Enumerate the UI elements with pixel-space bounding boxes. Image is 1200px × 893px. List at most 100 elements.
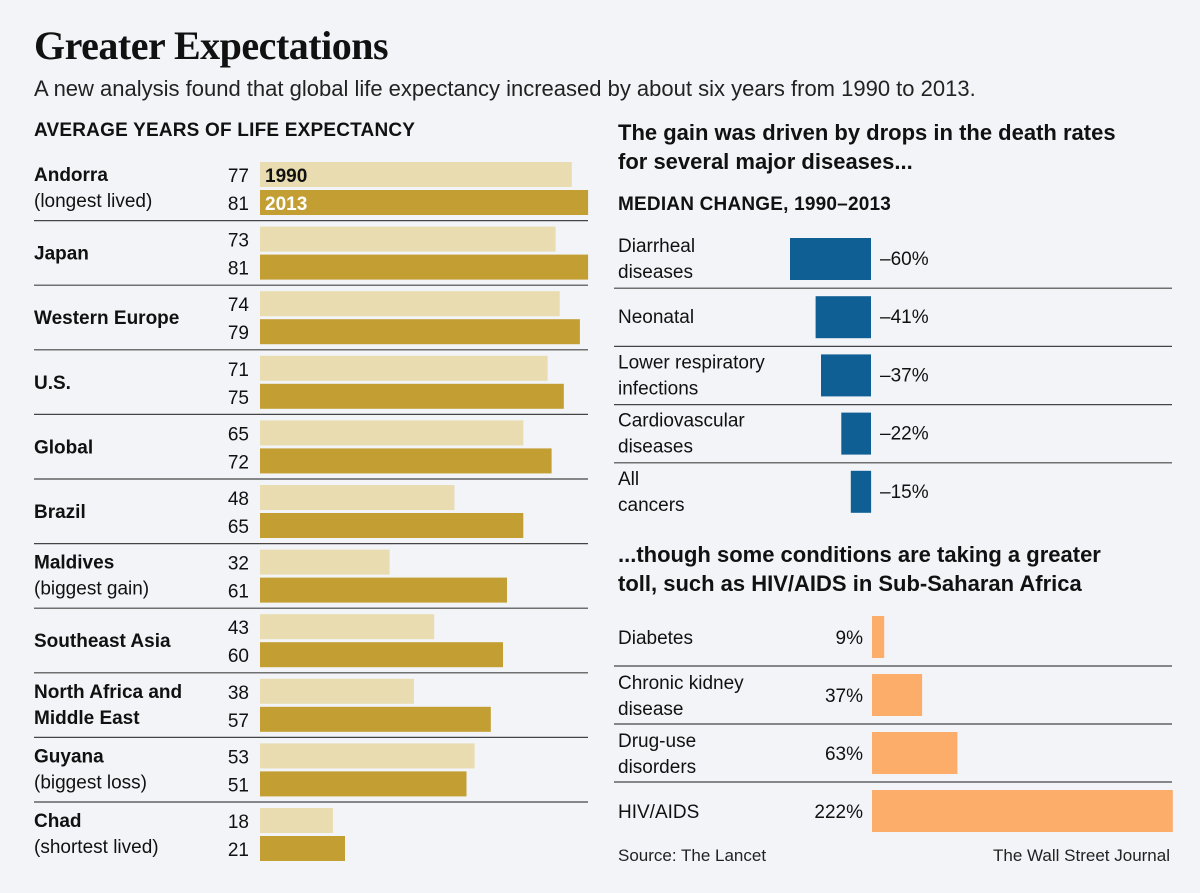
life-expectancy-heading: AVERAGE YEARS OF LIFE EXPECTANCY	[34, 120, 416, 141]
value-label-2013: 60	[228, 646, 249, 667]
gain-heading: The gain was driven by drops in the deat…	[618, 118, 1116, 176]
category-label: Western Europe	[34, 308, 179, 329]
bar-1990	[260, 614, 435, 640]
disease-label: Diarrheal	[618, 236, 695, 257]
bar-2013	[260, 836, 345, 861]
gain-heading-line-1: The gain was driven by drops in the deat…	[618, 120, 1116, 145]
bar-2013	[260, 642, 503, 668]
category-sublabel: (biggest gain)	[34, 579, 149, 600]
decrease-bar	[815, 296, 871, 339]
category-label: Japan	[34, 244, 89, 265]
bar-1990	[260, 485, 455, 510]
decrease-bar	[790, 238, 871, 280]
category-sublabel: (shortest lived)	[34, 837, 159, 858]
increase-bar	[872, 732, 958, 774]
bar-1990	[260, 743, 475, 769]
bar-1990	[260, 549, 390, 575]
bar-2013	[260, 190, 589, 215]
toll-heading-line-2: toll, such as HIV/AIDS in Sub-Saharan Af…	[618, 571, 1082, 596]
bar-2013	[260, 319, 580, 345]
category-label: Andorra	[34, 165, 108, 186]
disease-label: Cardiovascular	[618, 411, 745, 432]
decrease-value-label: –37%	[880, 365, 929, 386]
category-label: North Africa and	[34, 682, 182, 703]
bar-2013	[260, 771, 467, 797]
disease-label: Lower respiratory	[618, 352, 765, 373]
decrease-value-label: –60%	[880, 249, 929, 270]
bar-2013	[260, 254, 589, 280]
value-label-1990: 73	[228, 231, 249, 252]
value-label-1990: 18	[228, 812, 249, 833]
publisher-credit: The Wall Street Journal	[993, 846, 1170, 865]
condition-label: Chronic kidney	[618, 673, 744, 694]
category-label: Brazil	[34, 502, 86, 523]
category-label: Guyana	[34, 746, 104, 767]
bar-2013	[260, 577, 507, 603]
condition-label: HIV/AIDS	[618, 802, 699, 823]
condition-sublabel: disorders	[618, 757, 696, 778]
source-note: Source: The Lancet	[618, 846, 767, 865]
value-label-2013: 75	[228, 388, 249, 409]
increase-value-label: 63%	[825, 744, 863, 765]
category-label: Chad	[34, 811, 82, 832]
disease-sublabel: diseases	[618, 262, 693, 283]
value-label-1990: 53	[228, 747, 249, 768]
page-title: Greater Expectations	[34, 23, 389, 68]
value-label-1990: 65	[228, 424, 249, 445]
increase-bar	[872, 674, 923, 716]
bar-1990	[260, 162, 572, 187]
value-label-2013: 21	[228, 840, 249, 861]
toll-heading: ...though some conditions are taking a g…	[618, 540, 1101, 598]
category-sublabel: (biggest loss)	[34, 772, 147, 793]
value-label-1990: 74	[228, 295, 250, 316]
value-label-1990: 43	[228, 618, 249, 639]
bar-2013	[260, 383, 564, 409]
category-label: U.S.	[34, 373, 71, 394]
value-label-2013: 81	[228, 194, 249, 215]
legend-1990-label: 1990	[265, 166, 307, 187]
bar-1990	[260, 291, 560, 317]
legend-2013-label: 2013	[265, 194, 307, 215]
increase-bar	[872, 616, 885, 658]
bar-2013	[260, 448, 552, 474]
increase-value-label: 9%	[836, 628, 864, 649]
category-sublabel: (longest lived)	[34, 191, 152, 212]
value-label-2013: 51	[228, 775, 249, 796]
disease-sublabel: cancers	[618, 495, 685, 516]
increase-value-label: 37%	[825, 686, 863, 707]
bar-1990	[260, 420, 524, 446]
disease-sublabel: diseases	[618, 437, 693, 458]
value-label-1990: 77	[228, 166, 249, 187]
condition-label: Drug-use	[618, 731, 696, 752]
disease-label: Neonatal	[618, 307, 694, 328]
disease-sublabel: infections	[618, 378, 698, 399]
value-label-2013: 57	[228, 711, 249, 732]
bar-1990	[260, 678, 414, 704]
disease-label: All	[618, 469, 639, 490]
value-label-1990: 32	[228, 554, 249, 575]
bar-1990	[260, 355, 548, 381]
bar-2013	[260, 513, 524, 538]
category-label: Maldives	[34, 553, 114, 574]
decrease-value-label: –41%	[880, 307, 929, 328]
page-subtitle: A new analysis found that global life ex…	[34, 76, 976, 101]
value-label-2013: 72	[228, 452, 249, 473]
category-sublabel: Middle East	[34, 708, 140, 729]
increase-bar	[872, 790, 1173, 832]
category-label: Southeast Asia	[34, 631, 171, 652]
bar-2013	[260, 706, 491, 732]
median-change-heading: MEDIAN CHANGE, 1990–2013	[618, 194, 892, 215]
decrease-value-label: –15%	[880, 482, 929, 503]
bar-1990	[260, 226, 556, 252]
decrease-bar	[841, 412, 871, 455]
increase-value-label: 222%	[814, 802, 863, 823]
decrease-value-label: –22%	[880, 424, 929, 445]
decrease-bar	[821, 354, 871, 397]
value-label-2013: 61	[228, 582, 249, 603]
value-label-1990: 38	[228, 683, 249, 704]
value-label-1990: 71	[228, 360, 249, 381]
value-label-2013: 65	[228, 517, 249, 538]
value-label-1990: 48	[228, 489, 249, 510]
toll-heading-line-1: ...though some conditions are taking a g…	[618, 542, 1101, 567]
